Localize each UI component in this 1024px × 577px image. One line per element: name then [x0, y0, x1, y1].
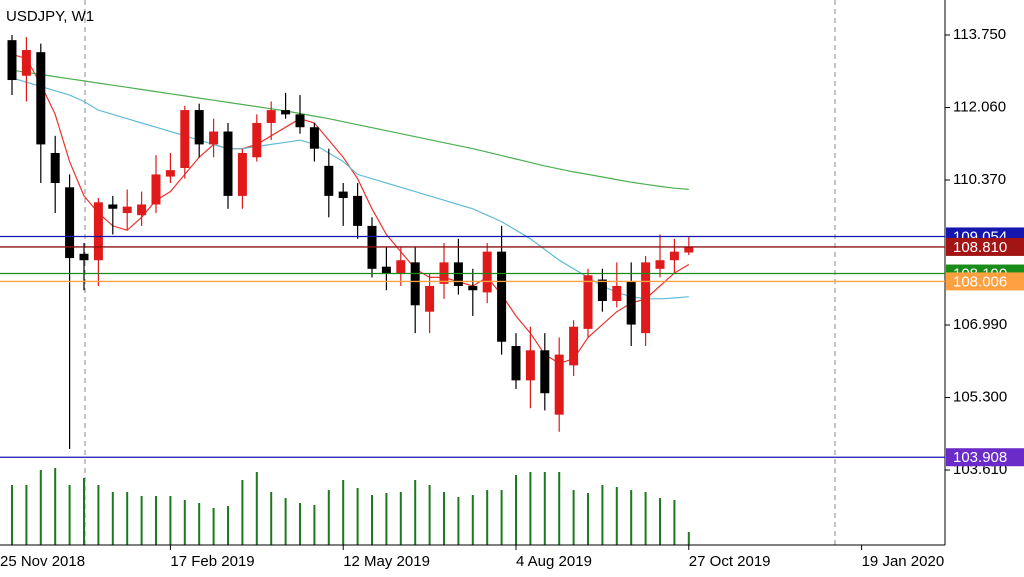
candle-body [50, 152, 60, 184]
candle-body [641, 262, 651, 334]
y-tick-label: 113.750 [953, 26, 1006, 43]
candle-body [36, 52, 46, 145]
candle-body [165, 170, 175, 177]
chart-title: USDJPY, W1 [6, 8, 94, 25]
price-level-box [946, 237, 1024, 256]
candle-body [583, 275, 593, 329]
candle-body [223, 131, 233, 196]
candle-body [540, 350, 550, 394]
x-tick-label: 4 Aug 2019 [516, 553, 592, 570]
moving-average-line [11, 69, 689, 190]
candle-body [569, 326, 579, 366]
candle-body [497, 251, 507, 342]
candle-body [626, 281, 636, 325]
price-level-label: 103.908 [953, 449, 1007, 466]
x-tick-label: 25 Nov 2018 [0, 553, 85, 570]
candle-body [7, 40, 17, 81]
price-level-label: 108.810 [953, 239, 1007, 256]
candle-body [122, 206, 132, 214]
candle-body [338, 191, 348, 199]
candle-body [684, 246, 694, 253]
candle-body [137, 204, 147, 216]
y-tick-label: 105.300 [953, 388, 1007, 405]
candle-body [309, 127, 319, 149]
candle-body [209, 131, 219, 145]
candle-body [425, 285, 435, 312]
candle-body [93, 202, 103, 261]
candle-body [655, 260, 665, 269]
x-tick-label: 12 May 2019 [343, 553, 430, 570]
y-tick-label: 110.370 [953, 171, 1006, 188]
candle-body [108, 204, 118, 209]
candle-body [396, 260, 406, 274]
candle-body [353, 195, 363, 226]
candle-body [194, 110, 204, 145]
candle-body [324, 165, 334, 196]
y-tick-label: 112.060 [953, 98, 1006, 115]
candle-body [669, 251, 679, 261]
candle-body [266, 110, 276, 123]
candle-body [482, 251, 492, 293]
candle-body [511, 346, 521, 381]
candle-body [21, 50, 31, 76]
candle-body [410, 262, 420, 306]
moving-average-line [11, 77, 689, 300]
candle-body [79, 253, 89, 261]
x-tick-label: 19 Jan 2020 [862, 553, 945, 570]
candle-body [237, 152, 247, 196]
candle-body [252, 122, 262, 158]
candle-body [151, 174, 161, 205]
candle-body [612, 285, 622, 301]
candle-body [281, 110, 291, 115]
y-tick-label: 106.990 [953, 316, 1007, 333]
price-level-label: 108.006 [953, 273, 1007, 290]
candle-body [525, 350, 535, 381]
x-tick-label: 27 Oct 2019 [689, 553, 771, 570]
candle-body [381, 266, 391, 274]
price-level-box [946, 448, 1024, 467]
candle-body [180, 110, 190, 168]
candle-body [597, 279, 607, 301]
price-level-box [946, 272, 1024, 291]
candle-body [554, 354, 564, 415]
x-tick-label: 17 Feb 2019 [170, 553, 254, 570]
candle-body [295, 114, 305, 128]
candle-body [65, 187, 75, 259]
candle-body [468, 285, 478, 291]
